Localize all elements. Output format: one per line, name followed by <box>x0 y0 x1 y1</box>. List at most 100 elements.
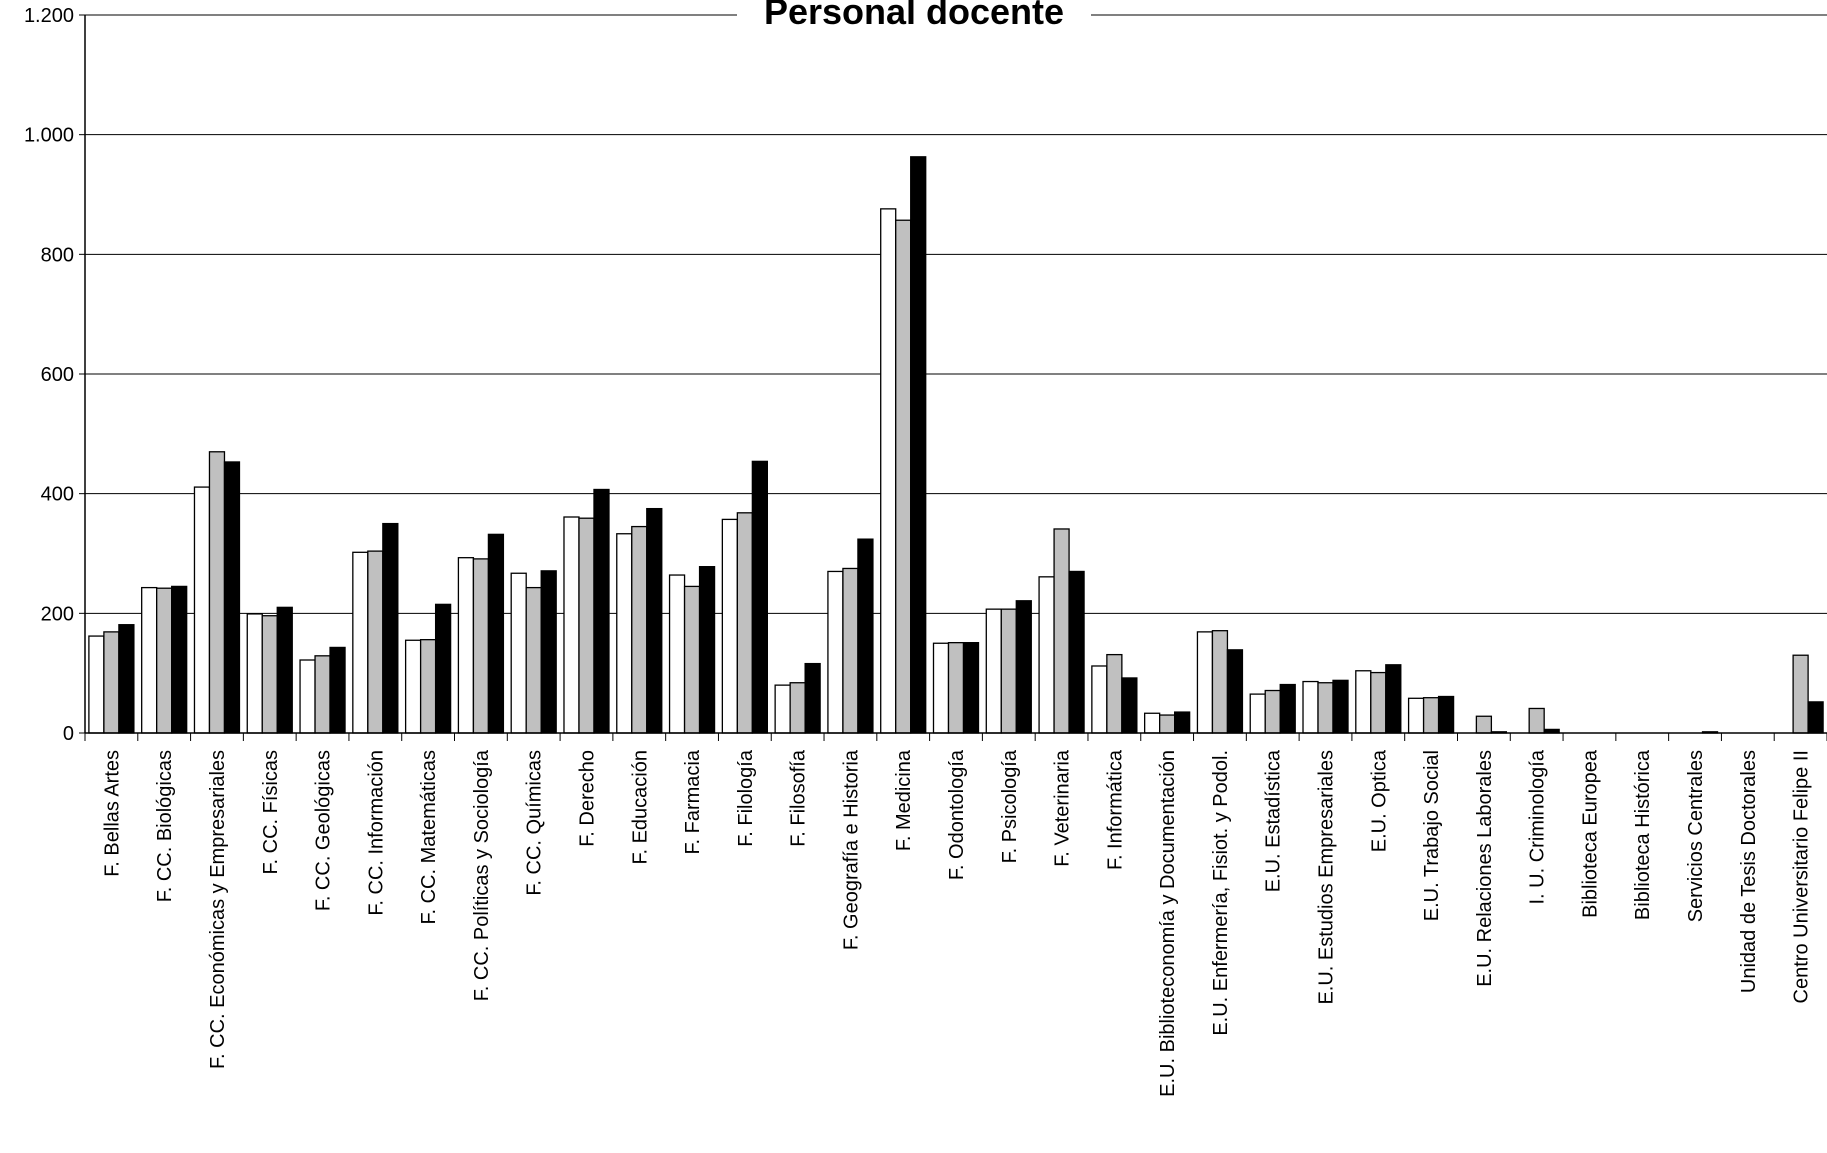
bar <box>1332 679 1349 734</box>
bar <box>103 631 120 734</box>
y-tick-label: 1.200 <box>24 5 74 27</box>
bar <box>962 642 980 734</box>
bar <box>1226 649 1244 734</box>
bar <box>118 624 135 734</box>
bar <box>404 639 422 734</box>
bar <box>616 533 633 734</box>
bar <box>751 460 768 734</box>
y-tick-label: 200 <box>41 603 74 625</box>
x-category-label: F. CC. Geológicas <box>313 750 335 911</box>
x-category-label: Centro Universitario Felipe II <box>1791 750 1813 1003</box>
x-category-label: F. Psicología <box>999 749 1021 863</box>
x-category-label: F. Medicina <box>893 749 915 851</box>
x-category-label: F. Informática <box>1104 749 1126 870</box>
bar <box>1437 695 1455 734</box>
bar <box>721 518 738 734</box>
bar <box>736 512 753 734</box>
x-category-label: F. CC. Políticas y Sociología <box>471 749 493 1001</box>
bar <box>895 219 912 734</box>
x-category-label: F. Geografía e Historia <box>840 749 862 950</box>
bar <box>842 567 859 734</box>
bar <box>1355 670 1372 734</box>
bar <box>1422 697 1440 734</box>
bar <box>578 517 595 734</box>
bar <box>1174 711 1191 734</box>
x-category-label: I. U. Criminología <box>1527 749 1549 904</box>
bar <box>1038 576 1055 734</box>
bar <box>1159 714 1176 734</box>
bar <box>1807 701 1824 734</box>
x-category-labels: F. Bellas Artes F. CC. Biológicas F. CC. E… <box>101 749 1812 1097</box>
bar <box>880 208 897 734</box>
bar <box>1370 671 1387 734</box>
bar <box>1528 707 1545 734</box>
x-category-label: F. Filosofía <box>788 749 810 847</box>
bar <box>261 615 278 734</box>
bar <box>1264 689 1281 734</box>
bar <box>1000 608 1017 734</box>
x-category-label: F. CC. Matemáticas <box>418 750 440 924</box>
bar <box>352 551 369 734</box>
bar <box>487 533 505 734</box>
bar <box>141 586 158 734</box>
bar <box>1015 600 1032 734</box>
bar <box>1249 693 1266 734</box>
bar <box>804 662 821 734</box>
y-tick-label: 400 <box>41 484 74 506</box>
bar <box>329 646 346 734</box>
x-category-label: F. CC. Físicas <box>260 750 282 874</box>
bar <box>774 684 791 734</box>
bar <box>472 558 490 734</box>
bar <box>683 585 701 734</box>
bars <box>88 156 1824 734</box>
bar <box>540 570 557 734</box>
bar <box>1211 630 1229 734</box>
bar <box>193 486 211 734</box>
bar <box>646 507 663 734</box>
bar <box>698 566 716 734</box>
x-category-label: F. CC. Biológicas <box>154 750 176 902</box>
bar <box>1053 528 1070 734</box>
bar <box>985 608 1002 734</box>
chart-title-background <box>737 0 1091 28</box>
x-category-label: Servicios Centrales <box>1685 750 1707 922</box>
bar <box>1196 631 1214 734</box>
bar <box>1407 697 1425 734</box>
bar <box>1475 715 1493 734</box>
x-category-label: F. Filología <box>735 749 757 847</box>
x-category-label: Biblioteca Europea <box>1579 749 1601 918</box>
bar <box>156 587 173 734</box>
x-category-label: E.U. Trabajo Social <box>1421 750 1443 921</box>
x-category-label: E.U. Estadística <box>1263 749 1285 892</box>
bar <box>857 538 874 734</box>
y-tick-label: 0 <box>63 723 74 745</box>
bar <box>314 655 331 734</box>
x-category-label: E.U. Optica <box>1368 749 1390 852</box>
x-category-label: F. CC. Información <box>365 750 387 916</box>
bar <box>367 550 384 734</box>
bar <box>932 642 950 734</box>
bar <box>1091 665 1108 734</box>
bar <box>1302 680 1319 734</box>
bar <box>382 522 399 734</box>
bar <box>668 574 686 734</box>
y-tick-label: 1.000 <box>24 125 74 147</box>
bar <box>1792 654 1809 734</box>
y-tick-labels: 0 200 400 600 800 1.000 1.200 <box>24 5 74 745</box>
bar <box>223 461 241 734</box>
bar <box>1106 653 1123 734</box>
chart-title: Personal docente <box>764 0 1064 32</box>
bar <box>593 488 610 734</box>
bar <box>1279 683 1296 734</box>
x-category-label: F. Odontología <box>946 749 968 880</box>
bar <box>789 682 806 734</box>
gridlines <box>85 14 1827 614</box>
bar <box>1068 570 1085 734</box>
x-category-label: F. Bellas Artes <box>101 750 123 877</box>
x-category-label: Biblioteca Histórica <box>1632 749 1654 920</box>
bar <box>827 570 844 734</box>
bar <box>246 613 263 734</box>
bar <box>510 572 527 734</box>
bar <box>563 516 580 734</box>
x-category-label: E.U. Enfermería, Fisiot. y Podol. <box>1210 750 1232 1036</box>
